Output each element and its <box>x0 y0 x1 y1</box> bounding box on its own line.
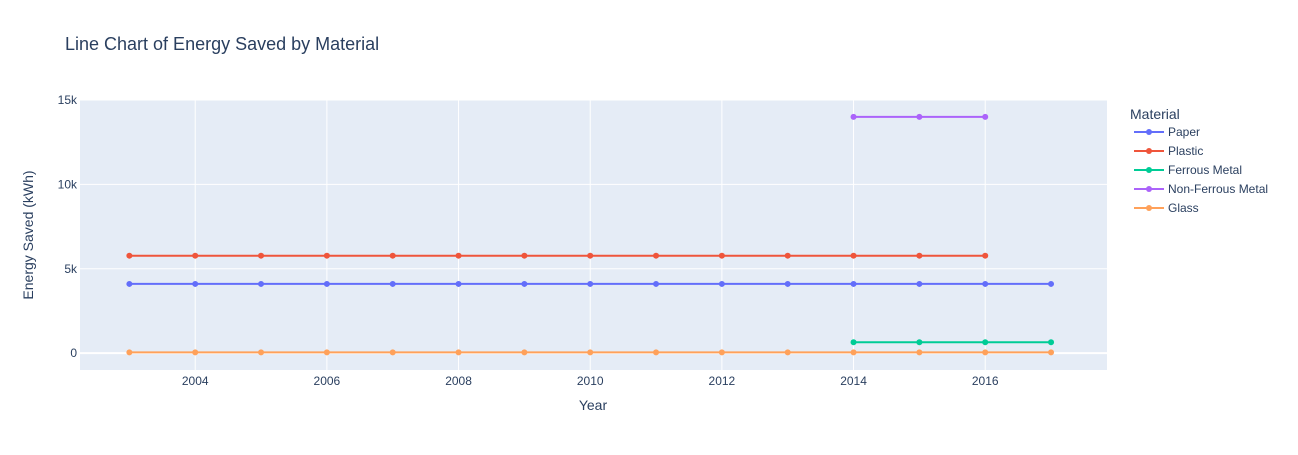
x-tick-label: 2006 <box>314 374 341 388</box>
data-point-paper[interactable] <box>982 280 989 287</box>
data-point-glass[interactable] <box>587 349 594 356</box>
data-point-non-ferrous-metal[interactable] <box>982 113 989 120</box>
data-point-ferrous-metal[interactable] <box>982 339 989 346</box>
x-tick-label: 2008 <box>445 374 472 388</box>
data-point-glass[interactable] <box>982 349 989 356</box>
legend-label: Non-Ferrous Metal <box>1168 182 1268 196</box>
data-point-paper[interactable] <box>1048 280 1055 287</box>
data-point-glass[interactable] <box>916 349 923 356</box>
data-point-ferrous-metal[interactable] <box>1048 339 1055 346</box>
data-point-ferrous-metal[interactable] <box>850 339 857 346</box>
legend-swatch-marker <box>1146 167 1152 173</box>
y-tick-label: 0 <box>70 346 77 360</box>
chart-title: Line Chart of Energy Saved by Material <box>65 34 379 54</box>
legend-swatch-marker <box>1146 148 1152 154</box>
data-point-plastic[interactable] <box>389 252 396 259</box>
data-point-glass[interactable] <box>784 349 791 356</box>
x-axis-ticks: 2004 2006 2008 2010 2012 2014 2016 <box>182 374 999 388</box>
data-point-paper[interactable] <box>587 280 594 287</box>
data-point-non-ferrous-metal[interactable] <box>916 113 923 120</box>
data-point-paper[interactable] <box>258 280 265 287</box>
data-point-plastic[interactable] <box>718 252 725 259</box>
legend-title: Material <box>1130 106 1180 122</box>
x-tick-label: 2012 <box>709 374 736 388</box>
data-point-plastic[interactable] <box>653 252 660 259</box>
series-non-ferrous-metal <box>850 113 989 120</box>
data-point-plastic[interactable] <box>323 252 330 259</box>
data-point-glass[interactable] <box>389 349 396 356</box>
legend-item-glass[interactable]: Glass <box>1134 201 1199 215</box>
series-glass <box>126 349 1055 356</box>
legend-swatch-marker <box>1146 129 1152 135</box>
data-point-non-ferrous-metal[interactable] <box>850 113 857 120</box>
legend-item-ferrous-metal[interactable]: Ferrous Metal <box>1134 163 1242 177</box>
data-point-plastic[interactable] <box>916 252 923 259</box>
data-point-paper[interactable] <box>389 280 396 287</box>
data-point-glass[interactable] <box>323 349 330 356</box>
data-point-plastic[interactable] <box>455 252 462 259</box>
legend-swatch-marker <box>1146 205 1152 211</box>
data-point-glass[interactable] <box>718 349 725 356</box>
data-point-paper[interactable] <box>521 280 528 287</box>
data-point-plastic[interactable] <box>850 252 857 259</box>
data-point-paper[interactable] <box>653 280 660 287</box>
x-axis-label: Year <box>579 397 608 413</box>
data-point-glass[interactable] <box>850 349 857 356</box>
data-point-plastic[interactable] <box>587 252 594 259</box>
legend-label: Glass <box>1168 201 1199 215</box>
data-point-paper[interactable] <box>916 280 923 287</box>
legend-label: Plastic <box>1168 144 1203 158</box>
legend: Material Paper Plastic Ferrous Metal Non-Fe… <box>1130 106 1268 215</box>
series-ferrous-metal <box>850 339 1055 346</box>
data-point-plastic[interactable] <box>521 252 528 259</box>
series-paper <box>126 280 1055 287</box>
data-point-glass[interactable] <box>1048 349 1055 356</box>
data-point-plastic[interactable] <box>982 252 989 259</box>
x-tick-label: 2014 <box>840 374 867 388</box>
data-point-plastic[interactable] <box>258 252 265 259</box>
data-point-plastic[interactable] <box>192 252 199 259</box>
y-tick-label: 5k <box>64 262 78 276</box>
data-point-glass[interactable] <box>521 349 528 356</box>
data-point-glass[interactable] <box>126 349 133 356</box>
data-point-paper[interactable] <box>192 280 199 287</box>
data-point-paper[interactable] <box>850 280 857 287</box>
data-point-glass[interactable] <box>192 349 199 356</box>
legend-items: Paper Plastic Ferrous Metal Non-Ferrous Met… <box>1134 125 1268 215</box>
plot-area <box>80 100 1107 370</box>
y-axis-label: Energy Saved (kWh) <box>20 170 36 299</box>
legend-item-plastic[interactable]: Plastic <box>1134 144 1203 158</box>
legend-swatch-marker <box>1146 186 1152 192</box>
data-point-paper[interactable] <box>126 280 133 287</box>
data-point-paper[interactable] <box>784 280 791 287</box>
data-point-glass[interactable] <box>258 349 265 356</box>
data-point-glass[interactable] <box>455 349 462 356</box>
data-point-ferrous-metal[interactable] <box>916 339 923 346</box>
legend-label: Ferrous Metal <box>1168 163 1242 177</box>
data-point-plastic[interactable] <box>126 252 133 259</box>
data-point-paper[interactable] <box>455 280 462 287</box>
y-tick-label: 15k <box>58 93 78 107</box>
x-tick-label: 2004 <box>182 374 209 388</box>
data-point-paper[interactable] <box>718 280 725 287</box>
data-point-glass[interactable] <box>653 349 660 356</box>
data-point-plastic[interactable] <box>784 252 791 259</box>
legend-item-paper[interactable]: Paper <box>1134 125 1200 139</box>
x-tick-label: 2016 <box>972 374 999 388</box>
x-tick-label: 2010 <box>577 374 604 388</box>
series-group <box>126 113 1055 356</box>
legend-item-non-ferrous-metal[interactable]: Non-Ferrous Metal <box>1134 182 1268 196</box>
y-axis-ticks: 0 5k 10k 15k <box>58 93 78 360</box>
data-point-paper[interactable] <box>323 280 330 287</box>
legend-label: Paper <box>1168 125 1200 139</box>
y-tick-label: 10k <box>58 177 78 191</box>
series-plastic <box>126 252 989 259</box>
